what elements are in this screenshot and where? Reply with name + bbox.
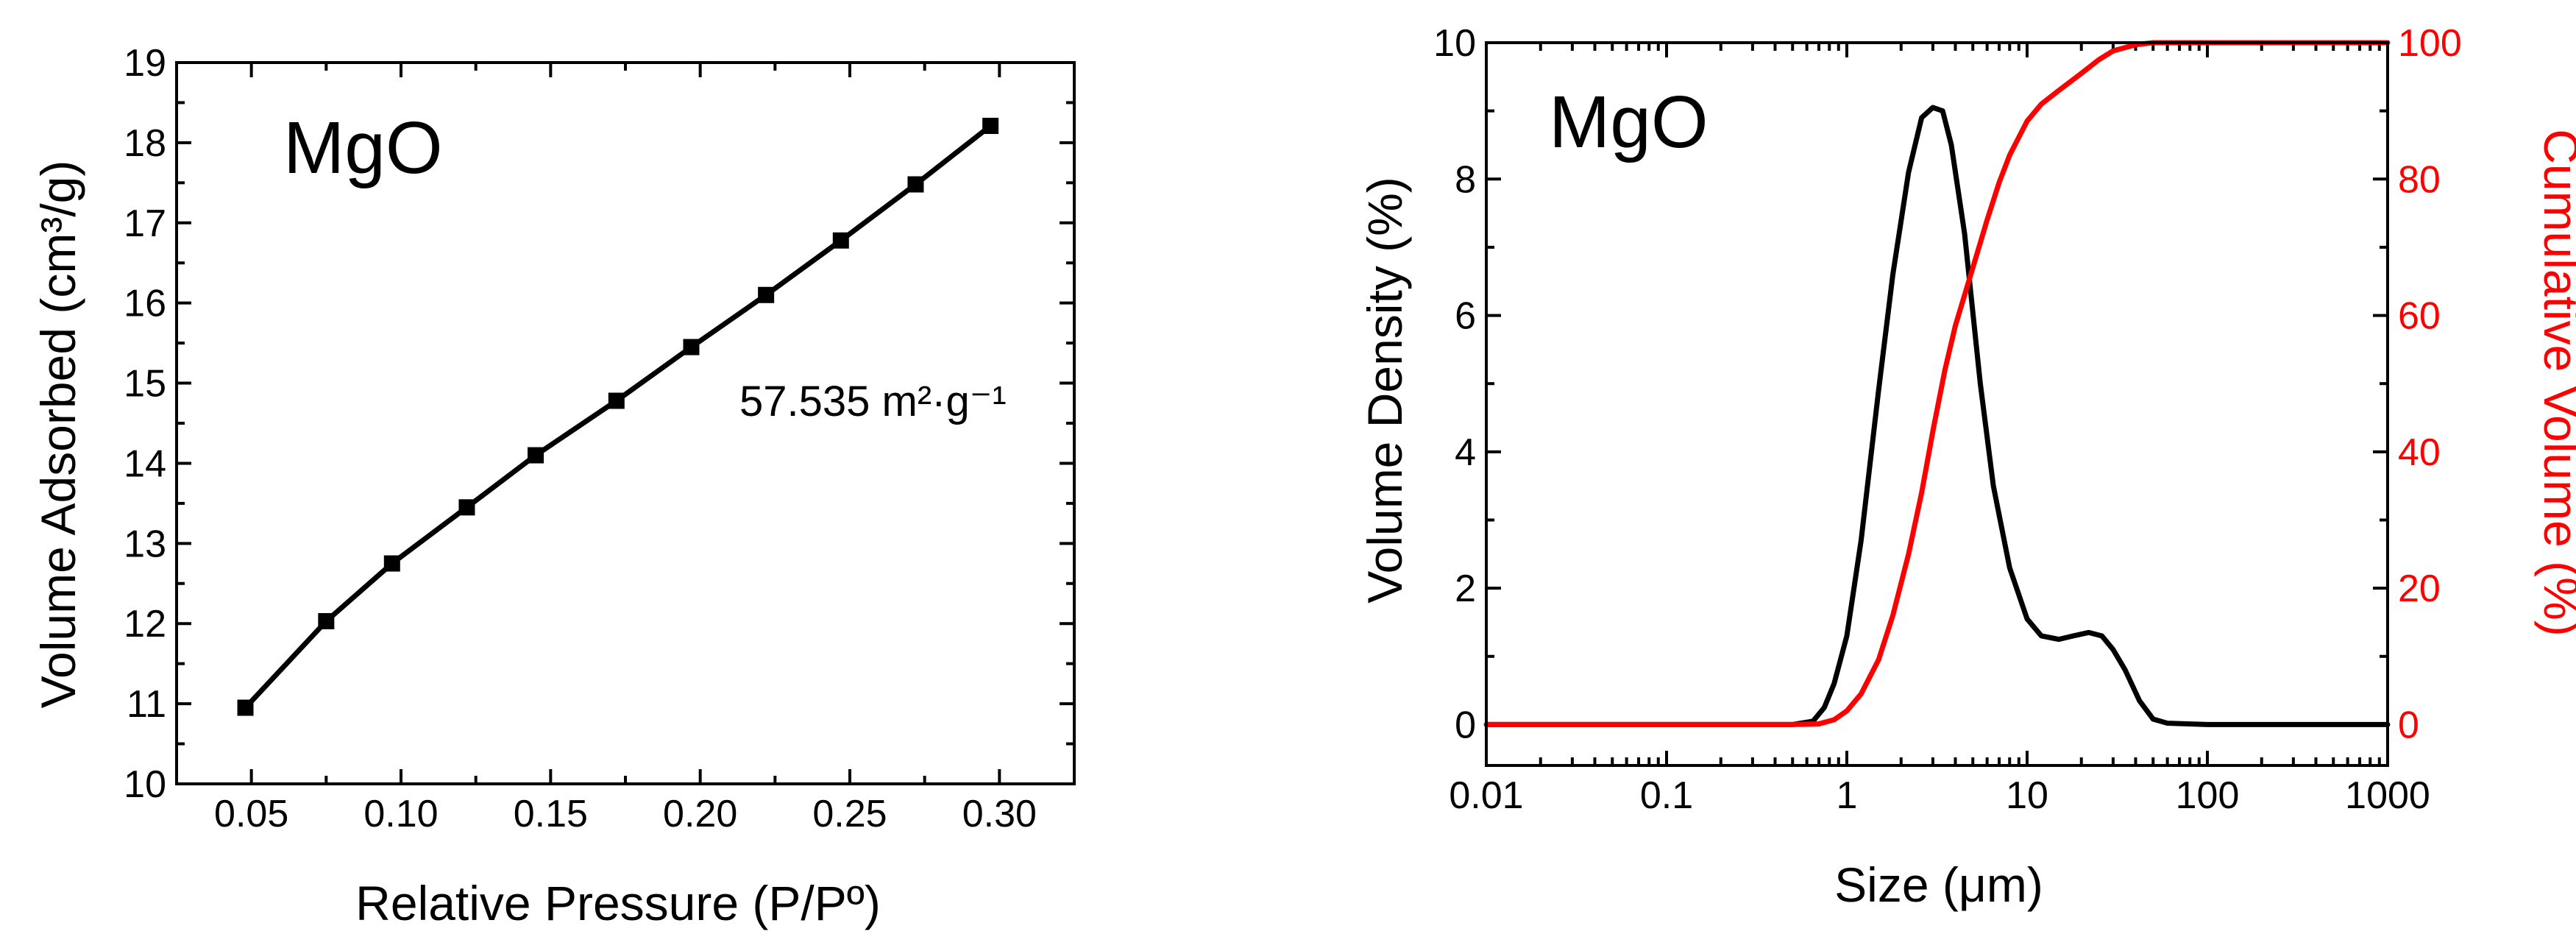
bet-surface-area-annotation: 57.535 m²·g⁻¹ [739, 378, 1007, 425]
left-data-point [528, 447, 544, 464]
left-y-tick-label: 18 [124, 122, 166, 165]
right-x-tick-label: 0.01 [1449, 774, 1523, 817]
right-series-layer [1483, 40, 2391, 727]
left-y-tick-label: 10 [124, 763, 166, 806]
left-plot-frame [175, 61, 1076, 785]
left-x-tick-label: 0.20 [663, 793, 737, 835]
right-y-tick-label: 6 [1455, 295, 1476, 338]
right-y-tick-label: 2 [1455, 567, 1476, 610]
left-data-point [237, 699, 254, 716]
right-y-axis-title: Volume Density (%) [1358, 177, 1412, 604]
right-y2-tick-label: 0 [2398, 704, 2419, 746]
left-x-tick-label: 0.30 [962, 793, 1037, 835]
volume-density-line [1483, 105, 2391, 727]
left-y-tick-label: 16 [124, 283, 166, 325]
right-y-tick-label: 10 [1433, 22, 1476, 65]
right-x-tick-label: 1000 [2345, 774, 2430, 817]
left-series-layer [237, 118, 999, 716]
left-data-point [683, 339, 700, 356]
right-plot-frame [1485, 41, 2389, 767]
left-x-tick-label: 0.10 [363, 793, 438, 835]
left-x-tick-label: 0.05 [214, 793, 288, 835]
left-tick-labels: 0.05 0.10 0.15 0.20 0.25 0.30 10 11 12 13 14 15 16 17… [124, 42, 1037, 835]
left-data-point [458, 499, 475, 516]
left-data-point [608, 392, 625, 409]
left-x-tick-label: 0.25 [812, 793, 887, 835]
left-y-tick-label: 15 [124, 363, 166, 406]
left-y-tick-label: 17 [124, 202, 166, 245]
right-y2-tick-label: 60 [2398, 295, 2441, 338]
left-data-point [907, 176, 924, 193]
left-y-tick-label: 11 [127, 683, 166, 726]
left-data-point [318, 612, 335, 629]
left-y-tick-label: 12 [124, 603, 166, 645]
left-y-axis-title: Volume Adsorbed (cm³/g) [31, 160, 85, 709]
right-y-tick-label: 4 [1455, 431, 1476, 474]
left-y-tick-label: 14 [124, 442, 166, 485]
right-panel-label: MgO [1549, 81, 1709, 163]
left-data-point [383, 555, 400, 572]
right-x-tick-label: 10 [2006, 774, 2048, 817]
left-data-point [982, 118, 999, 135]
right-y-tick-label: 0 [1455, 704, 1476, 746]
left-panel-label: MgO [283, 107, 443, 189]
right-y2-tick-label: 40 [2398, 431, 2441, 474]
left-data-point [832, 232, 849, 249]
right-y2-tick-label: 20 [2398, 567, 2441, 610]
right-x-tick-label: 1 [1837, 774, 1858, 817]
bet-adsorption-chart: 0.05 0.10 0.15 0.20 0.25 0.30 10 11 12 13 14 15 16 17… [31, 42, 1076, 930]
left-data-point [758, 286, 775, 303]
right-x-axis-title: Size (μm) [1834, 857, 2043, 912]
left-x-tick-label: 0.15 [514, 793, 588, 835]
cumulative-volume-line [1483, 40, 2391, 727]
right-x-tick-label: 100 [2176, 774, 2240, 817]
left-x-axis-title: Relative Pressure (P/Pº) [355, 876, 881, 930]
right-y-tick-label: 8 [1455, 158, 1476, 201]
left-y-tick-label: 19 [124, 42, 166, 85]
right-y2-tick-label: 80 [2398, 158, 2441, 201]
right-y2-tick-label: 100 [2398, 22, 2462, 65]
left-y-tick-label: 13 [124, 523, 166, 565]
right-x-tick-label: 0.1 [1640, 774, 1693, 817]
right-y2-axis-title: Cumulative Volume (%) [2534, 129, 2576, 637]
